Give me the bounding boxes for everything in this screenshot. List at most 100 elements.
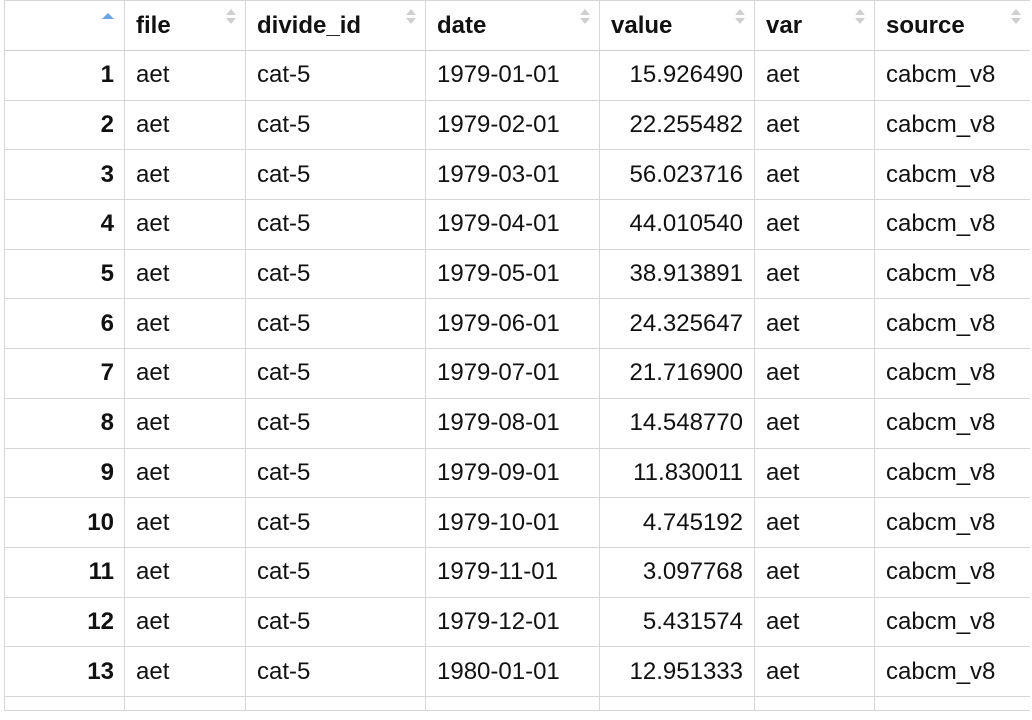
row-number-cell[interactable]: 11 xyxy=(4,546,125,598)
cell-source[interactable]: cabcm_v8 xyxy=(874,99,1030,151)
cell-value[interactable]: 22.255482 xyxy=(599,99,755,151)
cell-date[interactable]: 1979-04-01 xyxy=(425,199,600,250)
cell-date[interactable]: 1979-03-01 xyxy=(425,149,600,201)
cell-value[interactable]: 12.951333 xyxy=(599,646,755,697)
sort-icon[interactable] xyxy=(405,9,417,27)
cell-file[interactable]: aet xyxy=(124,646,246,697)
table-row[interactable]: 9 aet cat-5 1979-09-01 11.830011 aet cabcm_v8 xyxy=(4,447,1030,499)
cell-source[interactable]: cabcm_v8 xyxy=(874,596,1030,648)
cell-value[interactable]: 24.325647 xyxy=(599,298,755,350)
cell-var[interactable]: aet xyxy=(754,497,875,548)
sort-icon[interactable] xyxy=(225,9,237,27)
table-row[interactable]: 2 aet cat-5 1979-02-01 22.255482 aet cabcm_v8 xyxy=(4,99,1030,151)
cell-file[interactable]: aet xyxy=(124,298,246,350)
cell-divide-id[interactable]: cat-5 xyxy=(245,596,426,648)
row-number-cell[interactable]: 9 xyxy=(4,447,125,499)
cell-file[interactable]: aet xyxy=(124,248,246,300)
cell-file[interactable]: aet xyxy=(124,497,246,548)
cell-var[interactable]: aet xyxy=(754,397,875,449)
cell-value[interactable]: 38.913891 xyxy=(599,248,755,300)
cell-source[interactable]: cabcm_v8 xyxy=(874,497,1030,548)
cell-date[interactable]: 1980-01-01 xyxy=(425,646,600,697)
cell-file[interactable]: aet xyxy=(124,546,246,598)
cell-var[interactable]: aet xyxy=(754,298,875,350)
cell-source[interactable]: cabcm_v8 xyxy=(874,646,1030,697)
column-header-var[interactable]: var xyxy=(754,0,875,51)
table-row[interactable]: 7 aet cat-5 1979-07-01 21.716900 aet cabcm_v8 xyxy=(4,348,1030,399)
cell-value[interactable]: 3.097768 xyxy=(599,546,755,598)
cell-source[interactable]: cabcm_v8 xyxy=(874,50,1030,101)
cell-divide-id[interactable]: cat-5 xyxy=(245,546,426,598)
cell-divide-id[interactable]: cat-5 xyxy=(245,447,426,499)
row-number-cell[interactable]: 10 xyxy=(4,497,125,548)
cell-divide-id[interactable]: cat-5 xyxy=(245,199,426,250)
cell-date[interactable]: 1979-10-01 xyxy=(425,497,600,548)
column-header-file[interactable]: file xyxy=(124,0,246,51)
row-number-cell[interactable]: 8 xyxy=(4,397,125,449)
cell-value[interactable]: 5.431574 xyxy=(599,596,755,648)
cell-source[interactable]: cabcm_v8 xyxy=(874,397,1030,449)
sort-icon[interactable] xyxy=(734,9,746,27)
cell-date[interactable]: 1979-11-01 xyxy=(425,546,600,598)
table-row[interactable]: 5 aet cat-5 1979-05-01 38.913891 aet cabcm_v8 xyxy=(4,248,1030,300)
table-row[interactable]: 3 aet cat-5 1979-03-01 56.023716 aet cabcm_v8 xyxy=(4,149,1030,201)
cell-divide-id[interactable]: cat-5 xyxy=(245,646,426,697)
table-row[interactable]: 12 aet cat-5 1979-12-01 5.431574 aet cabcm_v8 xyxy=(4,596,1030,648)
cell-value[interactable]: 14.548770 xyxy=(599,397,755,449)
table-row[interactable]: 1 aet cat-5 1979-01-01 15.926490 aet cabcm_v8 xyxy=(4,50,1030,101)
row-number-cell[interactable]: 5 xyxy=(4,248,125,300)
cell-source[interactable]: cabcm_v8 xyxy=(874,348,1030,399)
cell-date[interactable]: 1979-02-01 xyxy=(425,99,600,151)
cell-var[interactable]: aet xyxy=(754,646,875,697)
sort-icon[interactable] xyxy=(854,9,866,27)
column-header-value[interactable]: value xyxy=(599,0,755,51)
sort-icon[interactable] xyxy=(1010,9,1022,27)
row-number-cell[interactable]: 6 xyxy=(4,298,125,350)
cell-file[interactable]: aet xyxy=(124,149,246,201)
cell-date[interactable]: 1979-01-01 xyxy=(425,50,600,101)
table-row[interactable]: 10 aet cat-5 1979-10-01 4.745192 aet cabcm_v8 xyxy=(4,497,1030,548)
cell-value[interactable]: 15.926490 xyxy=(599,50,755,101)
cell-source[interactable]: cabcm_v8 xyxy=(874,447,1030,499)
cell-file[interactable]: aet xyxy=(124,199,246,250)
cell-date[interactable]: 1979-06-01 xyxy=(425,298,600,350)
column-header-source[interactable]: source xyxy=(874,0,1030,51)
cell-file[interactable]: aet xyxy=(124,447,246,499)
row-number-cell[interactable]: 3 xyxy=(4,149,125,201)
cell-var[interactable]: aet xyxy=(754,348,875,399)
cell-file[interactable]: aet xyxy=(124,99,246,151)
column-header-rownum[interactable] xyxy=(4,0,125,51)
row-number-cell[interactable]: 12 xyxy=(4,596,125,648)
cell-var[interactable]: aet xyxy=(754,50,875,101)
cell-source[interactable]: cabcm_v8 xyxy=(874,149,1030,201)
sort-ascending-icon[interactable] xyxy=(102,13,114,31)
cell-var[interactable]: aet xyxy=(754,546,875,598)
cell-divide-id[interactable]: cat-5 xyxy=(245,50,426,101)
table-row[interactable]: 8 aet cat-5 1979-08-01 14.548770 aet cabcm_v8 xyxy=(4,397,1030,449)
cell-value[interactable]: 4.745192 xyxy=(599,497,755,548)
cell-date[interactable]: 1979-08-01 xyxy=(425,397,600,449)
cell-value[interactable]: 11.830011 xyxy=(599,447,755,499)
table-row[interactable]: 6 aet cat-5 1979-06-01 24.325647 aet cabcm_v8 xyxy=(4,298,1030,350)
cell-var[interactable]: aet xyxy=(754,149,875,201)
row-number-cell[interactable]: 1 xyxy=(4,50,125,101)
cell-var[interactable]: aet xyxy=(754,199,875,250)
cell-divide-id[interactable]: cat-5 xyxy=(245,497,426,548)
cell-date[interactable]: 1979-12-01 xyxy=(425,596,600,648)
row-number-cell[interactable]: 7 xyxy=(4,348,125,399)
table-row[interactable]: 4 aet cat-5 1979-04-01 44.010540 aet cabcm_v8 xyxy=(4,199,1030,250)
cell-file[interactable]: aet xyxy=(124,397,246,449)
cell-value[interactable]: 21.716900 xyxy=(599,348,755,399)
column-header-date[interactable]: date xyxy=(425,0,600,51)
table-row[interactable]: 11 aet cat-5 1979-11-01 3.097768 aet cabcm_v8 xyxy=(4,546,1030,598)
cell-var[interactable]: aet xyxy=(754,248,875,300)
cell-file[interactable]: aet xyxy=(124,50,246,101)
cell-file[interactable]: aet xyxy=(124,596,246,648)
cell-divide-id[interactable]: cat-5 xyxy=(245,248,426,300)
cell-date[interactable]: 1979-07-01 xyxy=(425,348,600,399)
cell-value[interactable]: 44.010540 xyxy=(599,199,755,250)
cell-source[interactable]: cabcm_v8 xyxy=(874,546,1030,598)
cell-var[interactable]: aet xyxy=(754,99,875,151)
cell-file[interactable]: aet xyxy=(124,348,246,399)
cell-divide-id[interactable]: cat-5 xyxy=(245,397,426,449)
